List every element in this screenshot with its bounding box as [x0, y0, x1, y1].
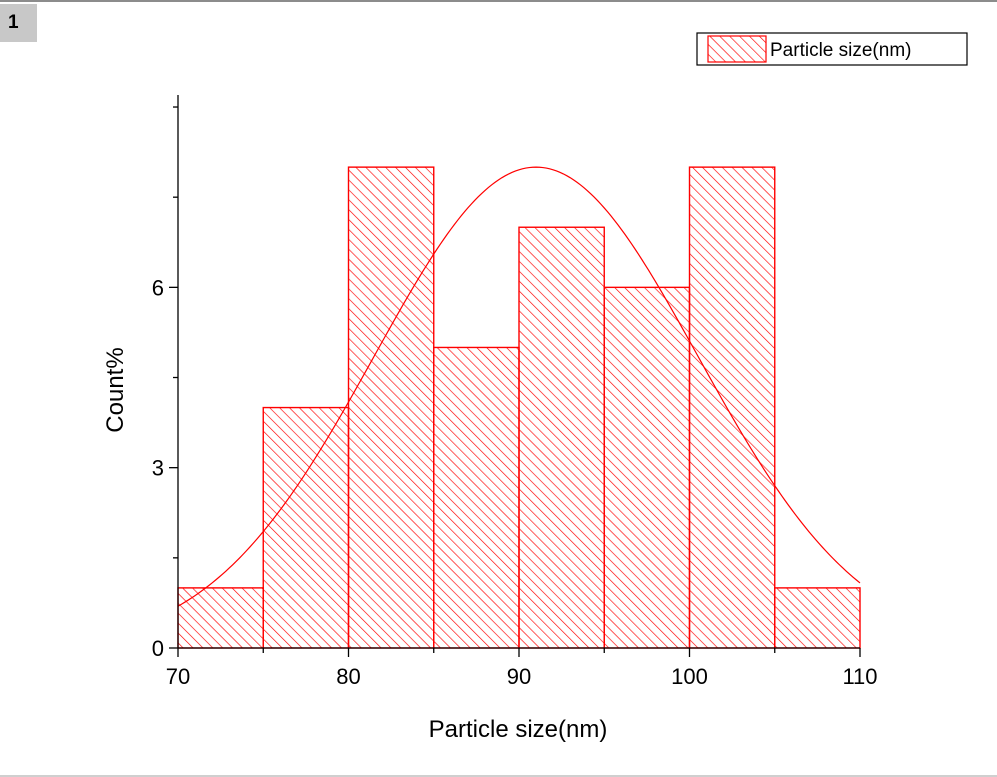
x-tick-label-100: 100: [671, 664, 708, 689]
histogram-bar-75-80: [262, 406, 350, 649]
y-tick-label-3: 3: [152, 456, 164, 481]
x-axis-title: Particle size(nm): [429, 716, 608, 743]
x-tick-label-70: 70: [166, 664, 190, 689]
y-tick-label-6: 6: [152, 275, 164, 300]
y-tick-label-0: 0: [152, 636, 164, 661]
histogram-bar-95-100: [603, 286, 691, 649]
legend-swatch: [707, 35, 767, 63]
x-tick-label-90: 90: [507, 664, 531, 689]
x-tick-label-110: 110: [842, 664, 877, 689]
histogram-bar-70-75: [177, 587, 264, 649]
histogram-bar-85-90: [433, 346, 520, 649]
y-axis-title: Count%: [102, 347, 129, 432]
histogram-bar-90-95: [518, 226, 605, 649]
legend: Particle size(nm): [696, 32, 968, 66]
histogram-bars: [177, 166, 861, 649]
legend-label: Particle size(nm): [770, 40, 911, 61]
page-number-badge: 1: [0, 4, 37, 42]
histogram-bar-105-110: [774, 587, 861, 649]
x-tick-label-80: 80: [336, 664, 360, 689]
x-axis-ticks: 70 80 90 100 110: [166, 648, 878, 689]
normal-fit-curve: [177, 166, 861, 607]
y-axis-ticks: 0 3 6: [152, 106, 178, 661]
histogram-bar-80-85: [347, 166, 435, 649]
histogram-bar-100-105: [688, 166, 776, 649]
